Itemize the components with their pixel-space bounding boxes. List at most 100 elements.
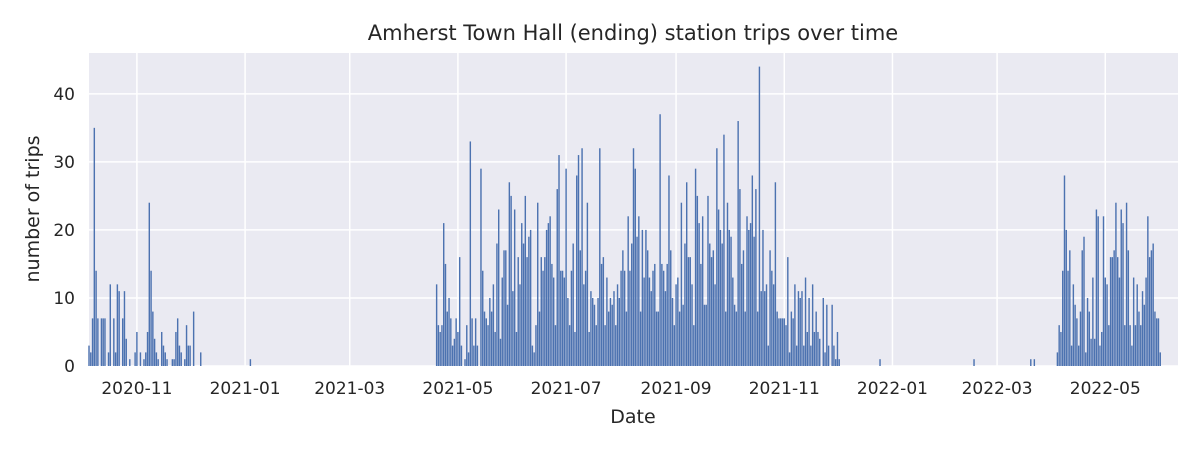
bar <box>499 338 502 366</box>
bar <box>540 257 542 366</box>
bar <box>114 352 117 366</box>
bar <box>597 297 599 366</box>
bar <box>1070 345 1073 366</box>
x-tick-label: 2021-05 <box>422 379 493 399</box>
bar <box>1120 209 1122 366</box>
bar <box>563 277 566 366</box>
bar <box>1090 338 1092 366</box>
bar <box>790 311 793 366</box>
bar <box>1140 325 1142 366</box>
bar <box>531 345 534 366</box>
x-tick-label: 2021-01 <box>210 379 281 399</box>
bar <box>146 331 149 366</box>
bar <box>1157 318 1160 366</box>
bar <box>1156 318 1158 366</box>
bar <box>613 291 615 366</box>
bar <box>1086 297 1089 366</box>
bar <box>480 168 482 366</box>
bar <box>632 148 635 366</box>
bar <box>134 352 136 366</box>
bar <box>583 284 585 366</box>
bar <box>162 345 165 366</box>
bar <box>1108 325 1110 366</box>
bar <box>760 291 762 366</box>
bar <box>622 250 624 366</box>
bar <box>746 216 748 366</box>
bar <box>590 291 592 366</box>
bar <box>1058 325 1060 366</box>
bar <box>508 182 511 366</box>
bar <box>735 311 738 366</box>
bar <box>732 277 734 366</box>
bar <box>444 263 447 366</box>
bar <box>526 257 528 366</box>
bar <box>1097 216 1099 366</box>
bar <box>451 345 454 366</box>
bar <box>577 155 580 366</box>
bar <box>1150 250 1153 366</box>
bar <box>498 209 500 366</box>
bar <box>1134 325 1137 366</box>
bar <box>1148 257 1151 366</box>
bar <box>1122 223 1124 366</box>
bar <box>748 229 750 366</box>
bar <box>675 284 677 366</box>
bar <box>1060 331 1062 366</box>
bar <box>733 304 736 366</box>
bar <box>570 270 573 366</box>
bar <box>1069 250 1071 366</box>
y-tick-label: 10 <box>53 289 75 309</box>
bar <box>123 291 126 366</box>
bar <box>620 270 622 366</box>
bar <box>815 311 817 366</box>
bar <box>740 263 743 366</box>
bar <box>476 345 479 366</box>
bar <box>1101 331 1103 366</box>
bar <box>157 359 159 366</box>
bar <box>664 291 667 366</box>
bar <box>661 263 663 366</box>
bar <box>726 202 729 366</box>
bar <box>129 359 131 366</box>
bar <box>879 359 881 366</box>
bar <box>547 223 550 366</box>
bar <box>139 352 142 366</box>
bar <box>645 229 647 366</box>
bar <box>1127 250 1130 366</box>
bar <box>677 277 679 366</box>
bar <box>693 325 695 366</box>
bar <box>1131 345 1133 366</box>
bar <box>1092 277 1094 366</box>
bar <box>584 270 587 366</box>
x-axis-label: Date <box>610 406 655 428</box>
bar <box>544 257 546 366</box>
bar <box>1111 257 1114 366</box>
bar <box>744 311 746 366</box>
bar <box>604 325 606 366</box>
bar <box>505 250 507 366</box>
bar <box>1072 284 1075 366</box>
bar <box>535 325 537 366</box>
bar <box>435 284 438 366</box>
bar <box>574 331 576 366</box>
bar <box>696 195 699 366</box>
bar <box>737 121 739 366</box>
bar <box>482 270 484 366</box>
bar <box>801 291 803 366</box>
bar <box>175 331 177 366</box>
bar <box>464 359 466 366</box>
bar <box>148 202 151 366</box>
bar <box>641 229 644 366</box>
bar <box>787 257 789 366</box>
x-tick-labels: 2020-11 2021-01 2021-03 2021-05 2021-07 2021-… <box>101 379 1140 399</box>
bar <box>171 359 174 366</box>
bar <box>1147 216 1149 366</box>
bar <box>551 263 553 366</box>
bar <box>1085 352 1087 366</box>
bar <box>838 359 840 366</box>
bar <box>700 263 702 366</box>
bar <box>567 297 569 366</box>
bar <box>90 352 92 366</box>
bar <box>611 304 613 366</box>
bar <box>560 270 562 366</box>
